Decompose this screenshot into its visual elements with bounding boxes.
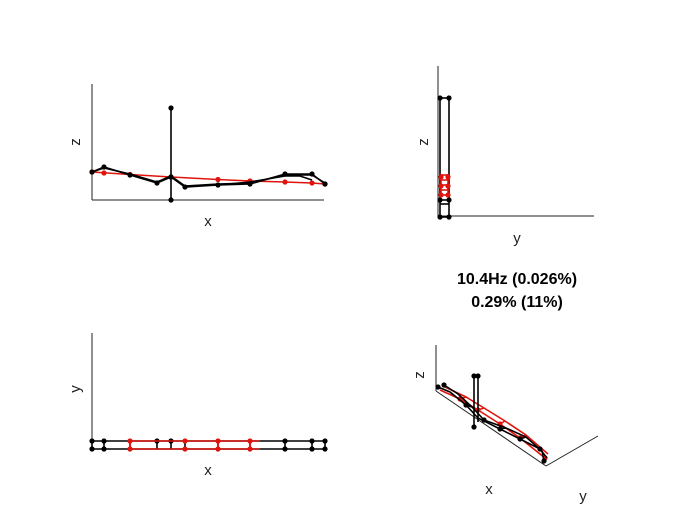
axes-yz — [437, 66, 594, 217]
view-iso: x y z — [411, 345, 599, 505]
mode-frequency: 10.4Hz (0.026%) — [457, 271, 577, 288]
deformed-shape-iso — [435, 373, 548, 464]
view-yz: y z — [415, 66, 594, 247]
axes-xz — [91, 84, 324, 201]
deformed-shape-xz — [89, 105, 328, 203]
view-xz: x z — [67, 84, 328, 230]
view-xy: x y — [67, 333, 328, 479]
xz-vertical-label: z — [67, 138, 84, 146]
iso-y-label: y — [579, 488, 587, 505]
xy-horizontal-label: x — [204, 462, 212, 479]
mode-participation: 0.29% (11%) — [471, 294, 563, 311]
undeformed-shape-xy — [127, 438, 260, 452]
mode-info: 10.4Hz (0.026%) 0.29% (11%) — [457, 271, 577, 311]
iso-x-label: x — [485, 481, 493, 498]
deformed-shape-yz — [437, 95, 452, 220]
yz-vertical-label: z — [415, 138, 432, 146]
axes-xy — [91, 333, 324, 450]
xy-vertical-label: y — [67, 385, 84, 393]
yz-horizontal-label: y — [513, 230, 521, 247]
axes-iso — [435, 345, 599, 467]
undeformed-shape-yz — [438, 174, 451, 198]
xz-horizontal-label: x — [204, 213, 212, 230]
iso-z-label: z — [411, 371, 428, 379]
